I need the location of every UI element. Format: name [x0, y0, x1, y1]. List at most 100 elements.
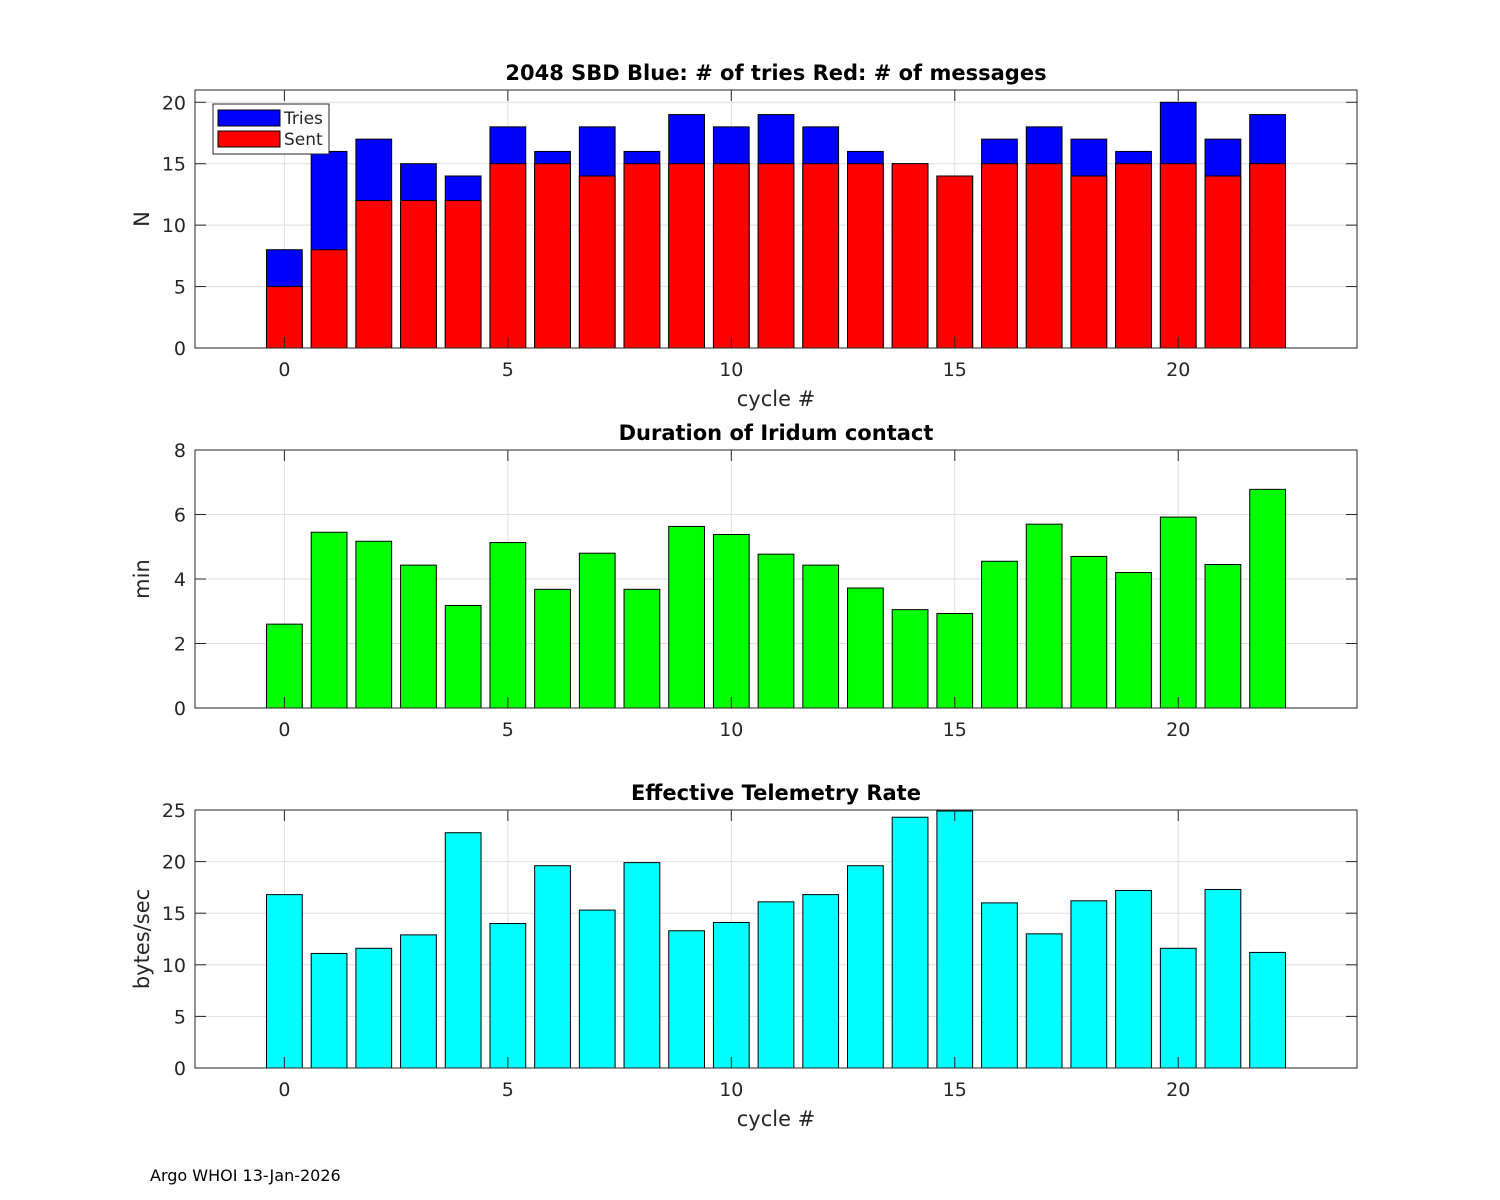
bar-sent-cycle-3 — [400, 200, 437, 349]
bar-duration-cycle-11 — [757, 553, 795, 709]
x-tick-label: 0 — [278, 719, 290, 741]
bar-duration-cycle-3 — [400, 564, 437, 709]
y-tick-label: 10 — [162, 215, 186, 237]
bar-duration-cycle-0 — [266, 623, 303, 709]
x-axis-label: cycle # — [737, 387, 816, 411]
chart-panel-3: 0 5 10 15 20 0 5 10 15 20 25 Effective Telemetry Ra… — [130, 781, 1358, 1131]
y-tick-label: 2 — [174, 634, 186, 656]
bar-duration-cycle-21 — [1204, 563, 1242, 709]
bar-duration-cycle-9 — [668, 525, 705, 709]
chart-panel-2: 0 5 10 15 20 0 2 4 6 8 Duration of Iridum contact m… — [130, 421, 1358, 741]
y-tick-label: 8 — [174, 440, 186, 462]
bar-duration-cycle-13 — [847, 587, 884, 709]
chart-panel-1: 0 5 10 15 20 0 5 10 15 20 2048 SBD Blue: # of trie… — [130, 61, 1358, 411]
x-tick-label: 10 — [719, 719, 743, 741]
bar-sent-cycle-12 — [802, 163, 840, 349]
x-tick-label: 20 — [1166, 359, 1190, 381]
bar-sent-cycle-11 — [757, 163, 795, 349]
bar-duration-cycle-2 — [355, 540, 393, 709]
bar-rate-cycle-12 — [802, 894, 840, 1069]
x-tick-label: 10 — [719, 359, 743, 381]
bar-sent-cycle-4 — [444, 200, 482, 349]
bar-sent-cycle-8 — [623, 163, 661, 349]
y-axis-label: N — [130, 211, 154, 227]
bar-sent-cycle-5 — [489, 163, 527, 349]
legend-swatch-sent — [217, 130, 281, 148]
bar-duration-cycle-20 — [1159, 516, 1197, 709]
bar-duration-cycle-5 — [489, 542, 527, 709]
bar-rate-cycle-16 — [981, 902, 1018, 1069]
bar-sent-cycle-9 — [668, 163, 705, 349]
bar-rate-cycle-1 — [310, 952, 348, 1069]
bar-rate-cycle-6 — [534, 865, 571, 1069]
bar-rate-cycle-7 — [578, 909, 616, 1069]
bar-rate-cycle-2 — [355, 947, 393, 1069]
bar-sent-cycle-16 — [981, 163, 1018, 349]
bar-rate-cycle-19 — [1115, 889, 1152, 1069]
bar-rate-cycle-22 — [1249, 951, 1286, 1069]
chart-title: Duration of Iridum contact — [619, 421, 934, 445]
bar-rate-cycle-11 — [757, 901, 795, 1069]
bar-duration-cycle-22 — [1249, 488, 1286, 709]
bar-sent-cycle-10 — [712, 163, 750, 349]
x-tick-label: 20 — [1166, 719, 1190, 741]
x-tick-label: 15 — [943, 719, 967, 741]
bar-duration-cycle-18 — [1070, 555, 1108, 709]
y-tick-label: 20 — [162, 852, 186, 874]
bar-duration-cycle-12 — [802, 564, 840, 709]
bar-sent-cycle-22 — [1249, 163, 1286, 349]
chart-title: 2048 SBD Blue: # of tries Red: # of mess… — [505, 61, 1046, 85]
bar-sent-cycle-14 — [891, 163, 929, 349]
x-tick-label: 15 — [943, 359, 967, 381]
y-axis-label: bytes/sec — [130, 889, 154, 989]
bar-sent-cycle-21 — [1204, 175, 1242, 349]
bar-rate-cycle-8 — [623, 862, 661, 1069]
y-tick-label: 0 — [174, 1058, 186, 1080]
chart-title: Effective Telemetry Rate — [631, 781, 921, 805]
bar-duration-cycle-4 — [444, 604, 482, 709]
bar-sent-cycle-18 — [1070, 175, 1108, 349]
y-tick-label: 0 — [174, 698, 186, 720]
x-tick-label: 20 — [1166, 1079, 1190, 1101]
bar-duration-cycle-8 — [623, 588, 661, 709]
y-tick-label: 15 — [162, 154, 186, 176]
x-tick-label: 5 — [502, 719, 514, 741]
bar-duration-cycle-19 — [1115, 572, 1152, 709]
footer-credit: Argo WHOI 13-Jan-2026 — [150, 1166, 341, 1185]
bar-sent-cycle-2 — [355, 200, 393, 349]
x-tick-label: 0 — [278, 359, 290, 381]
y-tick-label: 6 — [174, 505, 186, 527]
bar-rate-cycle-4 — [444, 832, 482, 1069]
bar-rate-cycle-15 — [936, 810, 974, 1069]
bar-rate-cycle-17 — [1025, 933, 1063, 1069]
bar-sent-cycle-19 — [1115, 163, 1152, 349]
bar-duration-cycle-1 — [310, 531, 348, 709]
bar-rate-cycle-21 — [1204, 888, 1242, 1069]
bar-sent-cycle-15 — [936, 175, 974, 349]
bar-sent-cycle-20 — [1159, 163, 1197, 349]
axes-box — [194, 89, 1358, 349]
axes-box — [194, 809, 1358, 1069]
y-tick-label: 5 — [174, 1006, 186, 1028]
bar-rate-cycle-10 — [712, 921, 750, 1069]
x-tick-label: 15 — [943, 1079, 967, 1101]
bar-duration-cycle-15 — [936, 613, 974, 709]
y-tick-label: 25 — [162, 800, 186, 822]
bar-duration-cycle-6 — [534, 588, 571, 709]
y-tick-label: 20 — [162, 92, 186, 114]
legend-label-sent: Sent — [284, 130, 323, 150]
bar-rate-cycle-14 — [891, 816, 929, 1069]
bar-rate-cycle-0 — [266, 894, 303, 1069]
bar-rate-cycle-5 — [489, 923, 527, 1069]
y-tick-label: 15 — [162, 903, 186, 925]
bar-rate-cycle-3 — [400, 934, 437, 1069]
legend-swatch-tries — [217, 109, 281, 127]
y-tick-label: 4 — [174, 569, 186, 591]
bar-sent-cycle-7 — [578, 175, 616, 349]
bar-sent-cycle-1 — [310, 249, 348, 349]
y-tick-label: 5 — [174, 277, 186, 299]
x-axis-label: cycle # — [737, 1107, 816, 1131]
bar-sent-cycle-13 — [847, 163, 884, 349]
